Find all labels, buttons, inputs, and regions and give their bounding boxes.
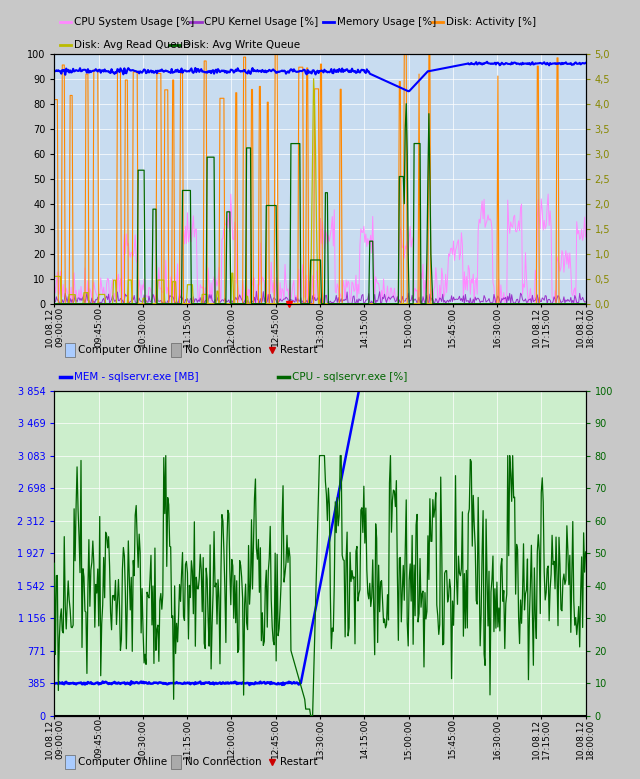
Text: 13:30:00: 13:30:00: [316, 306, 324, 347]
Text: 13:30:00: 13:30:00: [316, 718, 324, 759]
Text: 15:45:00: 15:45:00: [448, 718, 458, 759]
Text: MEM - sqlservr.exe [MB]: MEM - sqlservr.exe [MB]: [74, 372, 198, 382]
Text: Restart: Restart: [280, 757, 317, 767]
Bar: [65, 755, 75, 769]
Text: 09:45:00: 09:45:00: [94, 718, 103, 759]
Text: 15:45:00: 15:45:00: [448, 306, 458, 347]
Text: CPU - sqlservr.exe [%]: CPU - sqlservr.exe [%]: [292, 372, 407, 382]
Text: Computer Online: Computer Online: [78, 345, 168, 355]
Bar: [172, 755, 181, 769]
Text: CPU System Usage [%]: CPU System Usage [%]: [74, 17, 195, 27]
Text: 10:30:00: 10:30:00: [138, 718, 147, 759]
Text: Disk: Avg Read Queue: Disk: Avg Read Queue: [74, 41, 189, 51]
Text: 10.08.12
09:00:00: 10.08.12 09:00:00: [45, 718, 64, 759]
Text: Disk: Activity [%]: Disk: Activity [%]: [446, 17, 536, 27]
Text: 12:00:00: 12:00:00: [227, 718, 236, 759]
Text: Memory Usage [%]: Memory Usage [%]: [337, 17, 436, 27]
Text: Restart: Restart: [280, 345, 317, 355]
Text: 09:45:00: 09:45:00: [94, 306, 103, 347]
Text: 10.08.12
17:15:00: 10.08.12 17:15:00: [532, 718, 551, 759]
Bar: [65, 344, 75, 357]
Text: 16:30:00: 16:30:00: [493, 718, 502, 759]
Text: No Connection: No Connection: [184, 345, 261, 355]
Text: 14:15:00: 14:15:00: [360, 306, 369, 347]
Text: 11:15:00: 11:15:00: [182, 718, 192, 759]
Text: 11:15:00: 11:15:00: [182, 306, 192, 347]
Text: 10.08.12
09:00:00: 10.08.12 09:00:00: [45, 306, 64, 347]
Text: 10:30:00: 10:30:00: [138, 306, 147, 347]
Text: No Connection: No Connection: [184, 757, 261, 767]
Text: 15:00:00: 15:00:00: [404, 306, 413, 347]
Text: 12:45:00: 12:45:00: [271, 718, 280, 758]
Text: 16:30:00: 16:30:00: [493, 306, 502, 347]
Text: 12:00:00: 12:00:00: [227, 306, 236, 347]
Text: 14:15:00: 14:15:00: [360, 718, 369, 759]
Text: CPU Kernel Usage [%]: CPU Kernel Usage [%]: [204, 17, 319, 27]
Text: 10.08.12
18:00:00: 10.08.12 18:00:00: [576, 718, 595, 759]
Bar: [172, 344, 181, 357]
Text: 15:00:00: 15:00:00: [404, 718, 413, 759]
Text: 10.08.12
18:00:00: 10.08.12 18:00:00: [576, 306, 595, 347]
Text: 10.08.12
17:15:00: 10.08.12 17:15:00: [532, 306, 551, 347]
Text: 12:45:00: 12:45:00: [271, 306, 280, 347]
Text: Disk: Avg Write Queue: Disk: Avg Write Queue: [183, 41, 300, 51]
Text: Computer Online: Computer Online: [78, 757, 168, 767]
